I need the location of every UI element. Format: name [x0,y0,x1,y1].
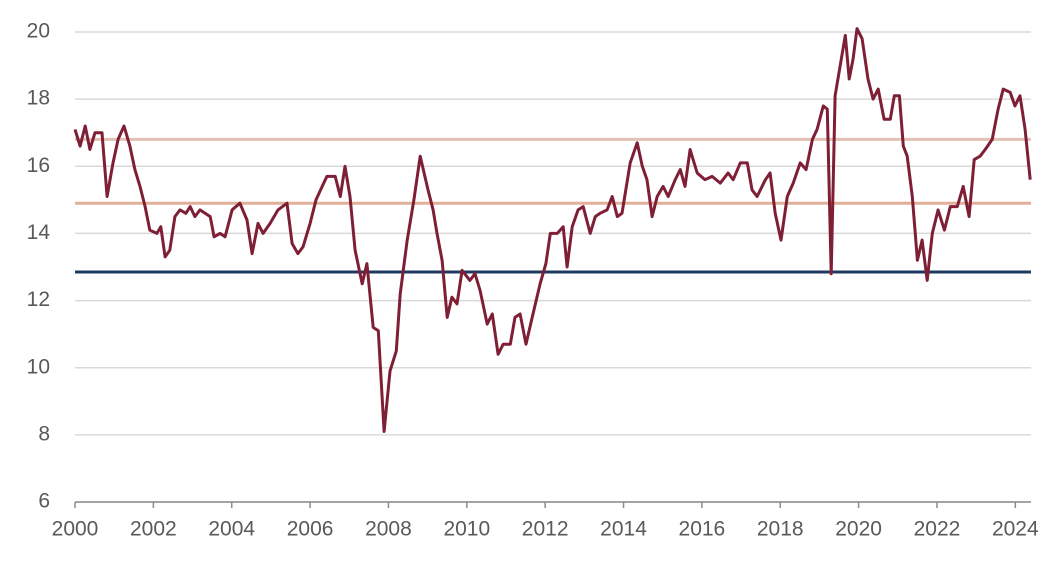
y-tick-label: 12 [27,288,50,311]
x-tick-label: 2000 [52,518,99,541]
x-tick-label: 2004 [208,518,255,541]
x-tick-label: 2016 [679,518,726,541]
x-tick-label: 2022 [914,518,961,541]
x-tick-label: 2002 [130,518,177,541]
x-tick-label: 2012 [522,518,569,541]
x-tick-label: 2024 [992,518,1039,541]
x-tick-label: 2018 [757,518,804,541]
y-tick-label: 10 [27,355,50,378]
y-tick-label: 18 [27,87,50,110]
line-series [73,27,1032,433]
x-tick-label: 2020 [835,518,882,541]
y-tick-label: 14 [27,221,51,244]
x-tick-label: 2010 [443,518,490,541]
y-tick-label: 20 [27,20,50,43]
y-tick-label: 16 [27,154,50,177]
y-tick-label: 8 [38,422,50,445]
x-tick-label: 2014 [600,518,647,541]
x-tick-label: 2006 [287,518,334,541]
y-tick-label: 6 [38,490,50,513]
x-tick-label: 2008 [365,518,412,541]
